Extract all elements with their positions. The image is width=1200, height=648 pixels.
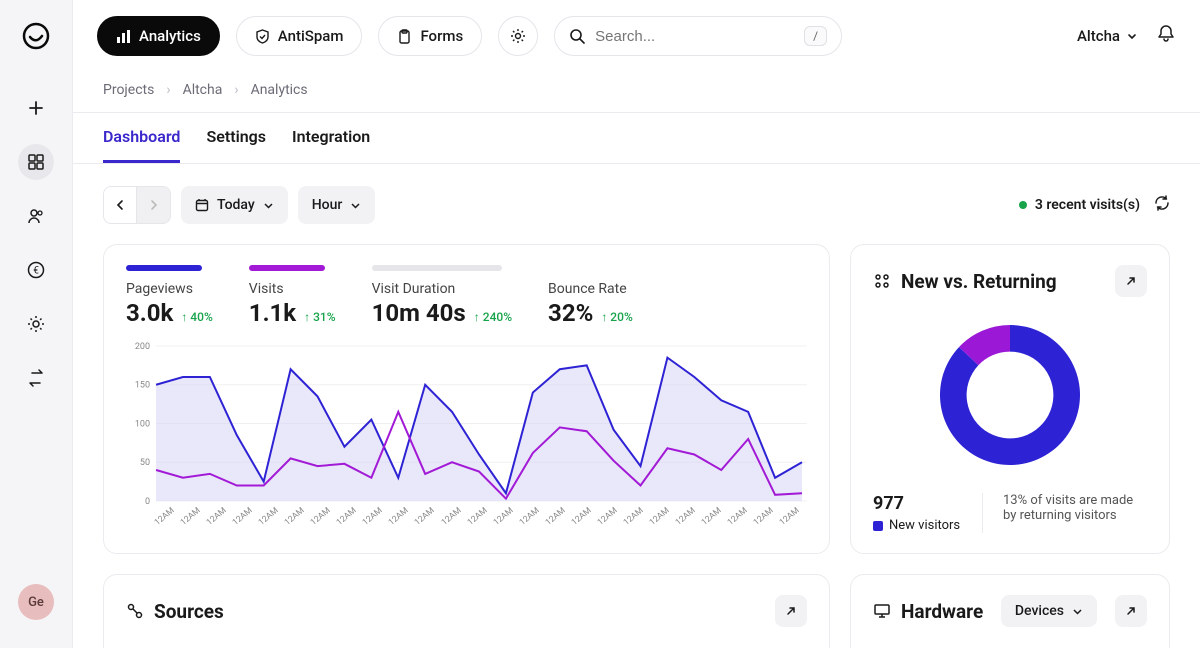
left-sidebar: € Ge [0,0,72,648]
toolbar: Today Hour 3 recent visits(s) [103,186,1170,224]
bell-icon [1156,24,1176,44]
chevron-down-icon [1126,30,1138,42]
stat-bounce-rate[interactable]: Bounce Rate32%↑ 20% [548,265,633,327]
breadcrumb-current: Analytics [251,82,308,98]
donut-chart [930,315,1090,475]
next-period-button [137,186,171,224]
device-label: Devices [1015,603,1064,619]
arrow-expand-icon [1125,605,1137,617]
stat-visits[interactable]: Visits1.1k↑ 31% [249,265,336,327]
nav-label: Forms [420,27,463,45]
sidebar-transfer[interactable] [18,360,54,396]
sources-card: Sources [103,574,830,648]
sources-icon [126,602,144,620]
new-visitors-count: 977 [873,493,972,514]
granularity-label: Hour [312,197,343,213]
prev-period-button[interactable] [103,186,137,224]
card-title: Hardware [901,600,983,623]
expand-button[interactable] [1115,595,1147,627]
breadcrumb-item[interactable]: Altcha [183,82,223,98]
monitor-icon [873,602,891,620]
nav-antispam[interactable]: AntiSpam [236,16,363,56]
date-range-select[interactable]: Today [181,186,288,224]
users-icon [873,272,891,290]
clipboard-icon [397,29,412,44]
calendar-icon [195,198,209,212]
svg-text:50: 50 [140,458,150,468]
sidebar-settings[interactable] [18,306,54,342]
status-text: 3 recent visits(s) [1035,197,1140,213]
nav-forms[interactable]: Forms [378,16,482,56]
stat-pageviews[interactable]: Pageviews3.0k↑ 40% [126,265,213,327]
nav-analytics[interactable]: Analytics [97,16,220,56]
main-chart: 0 50 100 150 200 [126,341,807,511]
status-dot-icon [1019,201,1027,209]
expand-button[interactable] [775,595,807,627]
chevron-down-icon [350,200,361,211]
breadcrumb-item[interactable]: Projects [103,82,154,98]
user-menu[interactable]: Altcha [1077,27,1138,45]
svg-text:0: 0 [145,497,150,507]
tab-integration[interactable]: Integration [292,127,370,163]
date-label: Today [217,197,255,213]
card-title: Sources [154,600,224,623]
svg-text:150: 150 [135,381,150,391]
refresh-button[interactable] [1154,195,1170,215]
sidebar-users[interactable] [18,198,54,234]
search-kbd: / [804,26,827,46]
refresh-icon [1154,195,1170,211]
arrow-expand-icon [785,605,797,617]
expand-button[interactable] [1115,265,1147,297]
main-panel: Analytics AntiSpam Forms / Altcha [72,0,1200,648]
breadcrumb: Projects › Altcha › Analytics [73,72,1200,113]
topbar: Analytics AntiSpam Forms / Altcha [73,0,1200,72]
user-avatar[interactable]: Ge [18,584,54,620]
sidebar-add[interactable] [18,90,54,126]
tab-settings[interactable]: Settings [206,127,266,163]
svg-text:100: 100 [135,420,150,430]
hardware-card: Hardware Devices [850,574,1170,648]
notifications-button[interactable] [1156,24,1176,48]
tab-dashboard[interactable]: Dashboard [103,127,180,163]
search-box[interactable]: / [554,16,842,56]
app-logo[interactable] [20,20,52,52]
chevron-down-icon [1072,606,1083,617]
returning-description: 13% of visits are made by returning visi… [1003,493,1147,533]
shield-icon [255,29,270,44]
new-visitors-label: New visitors [873,518,972,533]
chevron-right-icon: › [234,82,238,98]
search-icon [569,28,585,44]
tabs: Dashboard Settings Integration [73,113,1200,164]
granularity-select[interactable]: Hour [298,186,376,224]
settings-icon-btn[interactable] [498,16,538,56]
svg-text:200: 200 [135,342,150,352]
svg-text:€: € [33,266,39,277]
chevron-right-icon: › [166,82,170,98]
user-name: Altcha [1077,27,1120,45]
nav-label: Analytics [139,27,201,45]
sidebar-dashboard[interactable] [18,144,54,180]
live-status: 3 recent visits(s) [1019,197,1140,213]
stat-visit-duration[interactable]: Visit Duration10m 40s↑ 240% [372,265,512,327]
nav-label: AntiSpam [278,27,344,45]
arrow-expand-icon [1125,275,1137,287]
hardware-device-select[interactable]: Devices [1001,595,1097,627]
bars-icon [116,29,131,44]
sidebar-billing[interactable]: € [18,252,54,288]
chevron-down-icon [263,200,274,211]
new-vs-returning-card: New vs. Returning 977 New visitors 13% o… [850,244,1170,554]
search-input[interactable] [595,28,794,45]
main-chart-card: Pageviews3.0k↑ 40% Visits1.1k↑ 31% Visit D… [103,244,830,554]
gear-icon [510,28,526,44]
card-title: New vs. Returning [901,270,1057,293]
